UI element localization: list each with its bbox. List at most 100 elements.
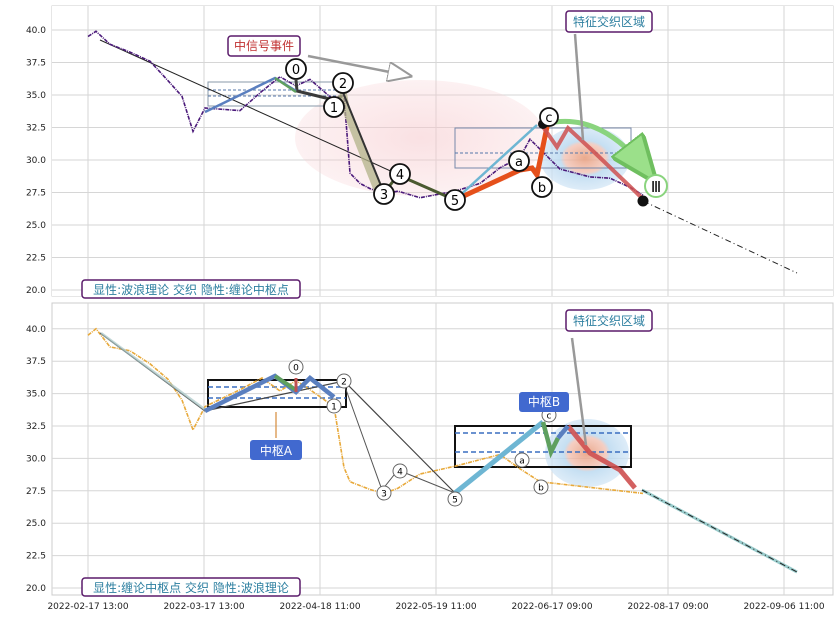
panel-top: 20.022.525.027.530.032.535.037.540.0 012… <box>26 5 834 299</box>
top-projection-line <box>642 200 798 274</box>
y-tick-label: 35.0 <box>26 390 46 400</box>
wave-marker-circle <box>531 176 553 198</box>
y-tick-label: 22.5 <box>26 552 46 562</box>
y-tick-label: 30.0 <box>26 156 46 166</box>
wave-marker-label: 3 <box>381 490 387 500</box>
bot-zs-b-blue <box>556 424 570 440</box>
bot-trend-shadow <box>100 331 208 413</box>
wave-marker-label: c <box>547 412 552 422</box>
bot-wave-markers: 0 1 2 3 4 5 a b c <box>288 359 557 507</box>
price-series-line <box>87 30 644 199</box>
wave-marker-label: b <box>538 484 544 494</box>
top-feature-zone-glow <box>540 126 630 190</box>
wave-marker-circle <box>323 96 345 118</box>
wave-marker-label: 3 <box>380 188 388 203</box>
wave-marker-circle <box>332 72 354 94</box>
bot-zs-a-badge <box>250 440 302 460</box>
top-wave-2-3-fill <box>338 88 384 194</box>
wave-marker-circle <box>533 479 549 495</box>
y-tick-label: 40.0 <box>26 325 46 335</box>
wave-marker-circle <box>336 373 352 389</box>
wave-marker-circle <box>376 485 392 501</box>
bot-zs-b-green <box>540 421 561 459</box>
top-caption: 显性:波浪理论 交织 隐性:缠论中枢点 <box>93 282 289 297</box>
wave-marker-label: 5 <box>452 496 458 506</box>
bot-projection-line <box>641 489 798 573</box>
wave-marker-circle <box>514 452 530 468</box>
wave-marker-label: 0 <box>292 63 300 78</box>
top-feature-arrow <box>573 33 585 141</box>
y-tick-label: 27.5 <box>26 189 46 199</box>
wave-marker-label: a <box>519 457 525 467</box>
panel-bottom-frame <box>51 302 834 596</box>
x-tick-label: 2022-02-17 13:00 <box>47 602 128 612</box>
wave-marker-circle <box>447 491 463 507</box>
top-zs-seg-green <box>274 76 297 94</box>
top-zs-down <box>539 122 645 201</box>
x-tick-label: 2022-03-17 13:00 <box>163 602 244 612</box>
wave-marker-label: b <box>538 181 546 196</box>
wave-marker-circle <box>392 463 408 479</box>
wave-marker-label: c <box>545 111 552 126</box>
top-roman-circle <box>644 174 668 198</box>
wave-marker-circle <box>285 58 307 80</box>
top-event-box <box>227 35 301 57</box>
bot-wave-thin <box>343 383 456 494</box>
top-endpoint-dot <box>637 195 649 207</box>
y-tick-label: 32.5 <box>26 422 46 432</box>
bot-caption-box <box>81 577 301 597</box>
y-tick-label: 25.0 <box>26 221 46 231</box>
top-series-group <box>87 30 644 199</box>
bot-zs-b-red <box>566 424 637 490</box>
y-tick-label: 22.5 <box>26 254 46 264</box>
x-tick-label: 2022-04-18 11:00 <box>279 602 360 612</box>
bot-zs-a-green <box>273 374 298 392</box>
top-event-label: 中信号事件 <box>234 38 294 53</box>
top-feature-label: 特征交织区域 <box>573 14 645 29</box>
top-wave-abc <box>453 121 551 203</box>
bot-feature-label: 特征交织区域 <box>573 313 645 328</box>
panel-bottom-y-ticks: 20.0 22.5 25.0 27.5 30.0 32.5 35.0 37.5 40.0 <box>26 325 46 594</box>
wave-marker-label: 1 <box>331 403 337 413</box>
wave-marker-circle <box>373 183 395 205</box>
wave-marker-label: 4 <box>397 468 403 478</box>
top-feature-box <box>565 10 653 33</box>
y-tick-label: 32.5 <box>26 124 46 134</box>
wave-marker-label: 4 <box>396 168 404 183</box>
wave-marker-circle <box>326 398 342 414</box>
y-tick-label: 25.0 <box>26 519 46 529</box>
wave-marker-circle <box>389 163 411 185</box>
panel-bottom: 20.0 22.5 25.0 27.5 30.0 32.5 35.0 37.5 40.0 0 1 2… <box>26 302 834 597</box>
wave-marker-label: a <box>515 155 523 170</box>
wave-marker-circle <box>508 150 530 172</box>
top-event-arrow <box>307 54 410 76</box>
x-tick-label: 2022-09-06 11:00 <box>743 602 824 612</box>
bot-feature-box <box>565 309 653 332</box>
x-tick-label: 2022-05-19 11:00 <box>395 602 476 612</box>
x-tick-label: 2022-08-17 09:00 <box>627 602 708 612</box>
y-tick-label: 30.0 <box>26 454 46 464</box>
bot-zs-b-badge <box>519 392 569 412</box>
bot-zs-b-up <box>453 420 545 495</box>
top-zs-up <box>454 124 538 201</box>
bot-zs-b-label: 中枢B <box>528 394 560 409</box>
wave-marker-circle <box>539 107 559 127</box>
wave-marker-circle <box>288 359 304 375</box>
bot-zs-a-label: 中枢A <box>260 443 293 458</box>
wave-marker-label: 0 <box>293 364 299 374</box>
y-tick-label: 40.0 <box>26 26 46 36</box>
y-tick-label: 37.5 <box>26 59 46 69</box>
bot-feature-arrow <box>570 337 588 446</box>
wave-marker-label: 2 <box>341 378 347 388</box>
top-roman-label: Ⅲ <box>651 178 661 196</box>
top-pink-zone <box>295 80 545 196</box>
bot-caption: 显性:缠论中枢点 交织 隐性:波浪理论 <box>93 580 289 595</box>
panel-top-y-ticks: 20.0 22.5 25.0 27.5 30.0 32.5 35.0 37.5 40.0 <box>26 26 46 296</box>
wave-marker-label: 1 <box>330 101 338 116</box>
top-wave-markers: 0 12 34 5 ab c <box>285 58 559 211</box>
y-tick-label: 20.0 <box>26 584 46 594</box>
wave-marker-label: 2 <box>339 77 347 92</box>
top-caption-box <box>81 279 301 299</box>
wave-marker-label: 5 <box>451 194 459 209</box>
